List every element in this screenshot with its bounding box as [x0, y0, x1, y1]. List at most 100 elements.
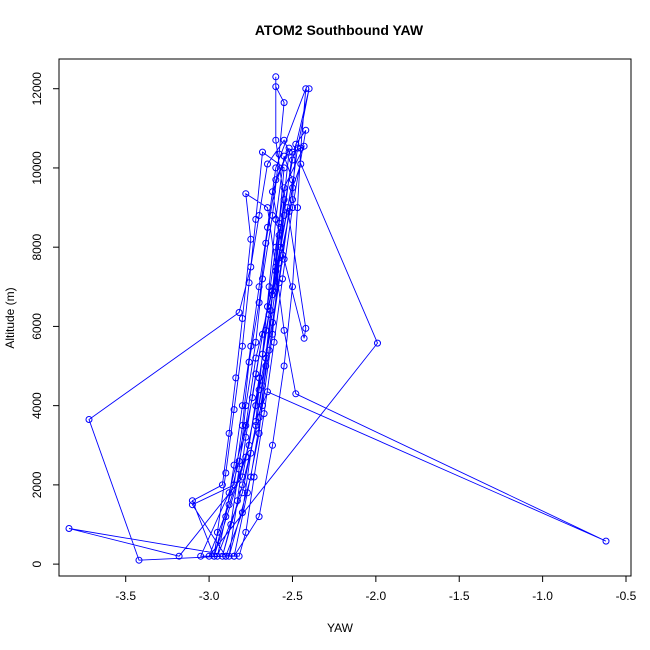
- y-axis-label: Altitude (m): [3, 287, 17, 348]
- data-point: [225, 489, 233, 497]
- data-point: [280, 184, 288, 192]
- data-point: [218, 552, 226, 560]
- data-point: [188, 501, 196, 509]
- data-point: [247, 263, 255, 271]
- data-point: [277, 243, 285, 251]
- data-point: [252, 402, 260, 410]
- data-point: [272, 243, 280, 251]
- data-point: [275, 279, 283, 287]
- data-point: [238, 489, 246, 497]
- data-point: [225, 501, 233, 509]
- data-point: [277, 223, 285, 231]
- data-point: [242, 528, 250, 536]
- data-point: [265, 346, 273, 354]
- data-point: [248, 394, 256, 402]
- data-point: [272, 83, 280, 91]
- x-tick-label: -3.5: [115, 589, 136, 603]
- data-point: [262, 362, 270, 370]
- x-axis-label: YAW: [327, 621, 354, 635]
- data-point: [272, 263, 280, 271]
- x-tick-label: -2.5: [282, 589, 303, 603]
- data-point: [300, 334, 308, 342]
- data-point: [259, 350, 266, 358]
- data-point: [262, 239, 270, 247]
- data-point: [218, 481, 226, 489]
- data-point: [255, 429, 263, 437]
- data-point: [272, 164, 280, 172]
- data-point: [235, 465, 243, 473]
- data-point: [230, 461, 238, 469]
- data-point: [272, 176, 280, 184]
- data-point: [289, 196, 296, 204]
- data-point: [252, 215, 260, 223]
- data-point: [175, 552, 183, 560]
- data-point: [255, 513, 263, 521]
- data-point: [292, 140, 300, 148]
- data-point: [255, 299, 263, 307]
- data-point: [259, 275, 266, 283]
- series-points: [65, 73, 610, 564]
- data-point: [285, 144, 293, 152]
- data-point: [285, 208, 293, 215]
- data-point: [235, 309, 243, 316]
- data-point: [269, 291, 276, 299]
- data-point: [300, 142, 308, 150]
- data-point: [289, 283, 296, 291]
- data-point: [259, 402, 266, 410]
- data-point: [247, 449, 255, 457]
- data-point: [280, 255, 288, 263]
- data-point: [232, 374, 240, 382]
- data-point: [264, 204, 271, 212]
- data-point: [188, 497, 196, 505]
- data-point: [292, 390, 300, 398]
- data-point: [602, 537, 610, 545]
- data-point: [245, 358, 253, 366]
- data-point: [85, 416, 93, 423]
- data-point: [280, 196, 288, 204]
- data-point: [233, 497, 241, 505]
- data-point: [285, 148, 293, 156]
- data-point: [227, 521, 235, 528]
- y-tick-label: 4000: [30, 392, 44, 419]
- data-point: [252, 418, 260, 425]
- data-point: [235, 457, 243, 465]
- data-point: [280, 362, 288, 370]
- data-point: [294, 144, 301, 152]
- data-point: [235, 552, 243, 560]
- data-point: [280, 99, 288, 107]
- data-point: [302, 324, 310, 332]
- y-tick-label: 2000: [30, 471, 44, 498]
- data-point: [238, 422, 246, 429]
- data-point: [279, 251, 286, 259]
- data-point: [230, 406, 238, 414]
- data-point: [135, 556, 143, 564]
- data-point: [222, 552, 230, 560]
- data-point: [242, 190, 250, 198]
- data-point: [264, 223, 271, 231]
- data-point: [247, 342, 255, 350]
- series-lines: [68, 76, 607, 561]
- data-point: [213, 528, 221, 536]
- data-point: [222, 513, 230, 521]
- data-point: [269, 330, 276, 338]
- data-point: [275, 231, 283, 239]
- data-point: [255, 374, 263, 382]
- data-point: [222, 469, 230, 477]
- data-point: [280, 152, 288, 160]
- data-point: [230, 552, 238, 560]
- chart-title: ATOM2 Southbound YAW: [255, 22, 424, 38]
- data-point: [265, 311, 273, 318]
- y-tick-label: 8000: [30, 234, 44, 261]
- data-point: [210, 552, 218, 560]
- data-point: [238, 473, 246, 481]
- data-point: [269, 319, 276, 326]
- data-point: [238, 402, 246, 410]
- y-tick-label: 0: [30, 560, 44, 567]
- data-point: [259, 330, 266, 338]
- data-point: [238, 481, 246, 489]
- data-point: [272, 215, 280, 223]
- data-point: [250, 473, 258, 481]
- y-tick-label: 12000: [30, 72, 44, 106]
- data-point: [242, 402, 250, 410]
- data-point: [247, 235, 255, 243]
